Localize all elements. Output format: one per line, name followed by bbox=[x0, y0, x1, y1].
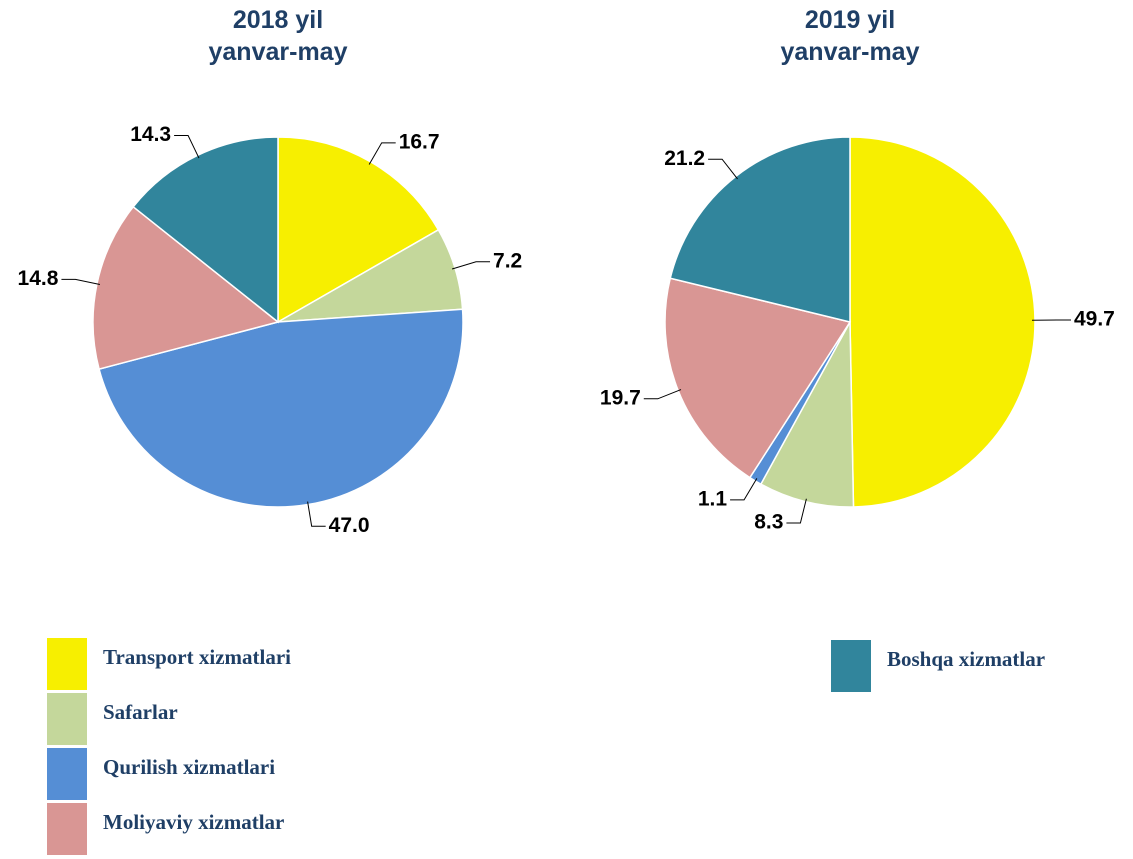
data-label: 8.3 bbox=[754, 511, 783, 534]
data-label: 7.2 bbox=[493, 249, 522, 272]
legend-label: Qurilish xizmatlari bbox=[103, 755, 275, 779]
chart-title: 2018 yil bbox=[233, 6, 323, 34]
leader-line bbox=[730, 478, 758, 501]
legend-label: Boshqa xizmatlar bbox=[887, 647, 1045, 671]
leader-line bbox=[174, 135, 200, 159]
legend-swatch bbox=[47, 638, 87, 690]
data-label: 14.3 bbox=[130, 123, 171, 146]
legend-swatch bbox=[831, 640, 871, 692]
legend-swatch bbox=[47, 748, 87, 800]
legend-label: Moliyaviy xizmatlar bbox=[103, 810, 284, 834]
chart-subtitle: yanvar-may bbox=[781, 38, 920, 66]
data-label: 14.8 bbox=[18, 267, 59, 290]
pie-slice bbox=[849, 136, 1036, 508]
legend-swatch bbox=[47, 693, 87, 745]
leader-line bbox=[307, 501, 326, 527]
data-label: 19.7 bbox=[600, 386, 641, 409]
chart-title: 2019 yil bbox=[805, 6, 895, 34]
leader-line bbox=[61, 278, 101, 286]
legend-label: Transport xizmatlari bbox=[103, 645, 291, 669]
data-label: 21.2 bbox=[664, 147, 705, 170]
leader-line bbox=[368, 142, 396, 165]
data-label: 47.0 bbox=[329, 514, 370, 537]
data-label: 1.1 bbox=[698, 487, 728, 510]
data-label: 49.7 bbox=[1074, 308, 1115, 331]
chart-subtitle: yanvar-may bbox=[209, 38, 348, 66]
leader-line bbox=[643, 389, 682, 400]
legend-swatch bbox=[47, 803, 87, 855]
legend-label: Safarlar bbox=[103, 700, 178, 724]
leader-line bbox=[786, 498, 807, 524]
data-label: 16.7 bbox=[399, 130, 440, 153]
leader-line bbox=[708, 158, 738, 180]
leader-line bbox=[451, 261, 491, 270]
